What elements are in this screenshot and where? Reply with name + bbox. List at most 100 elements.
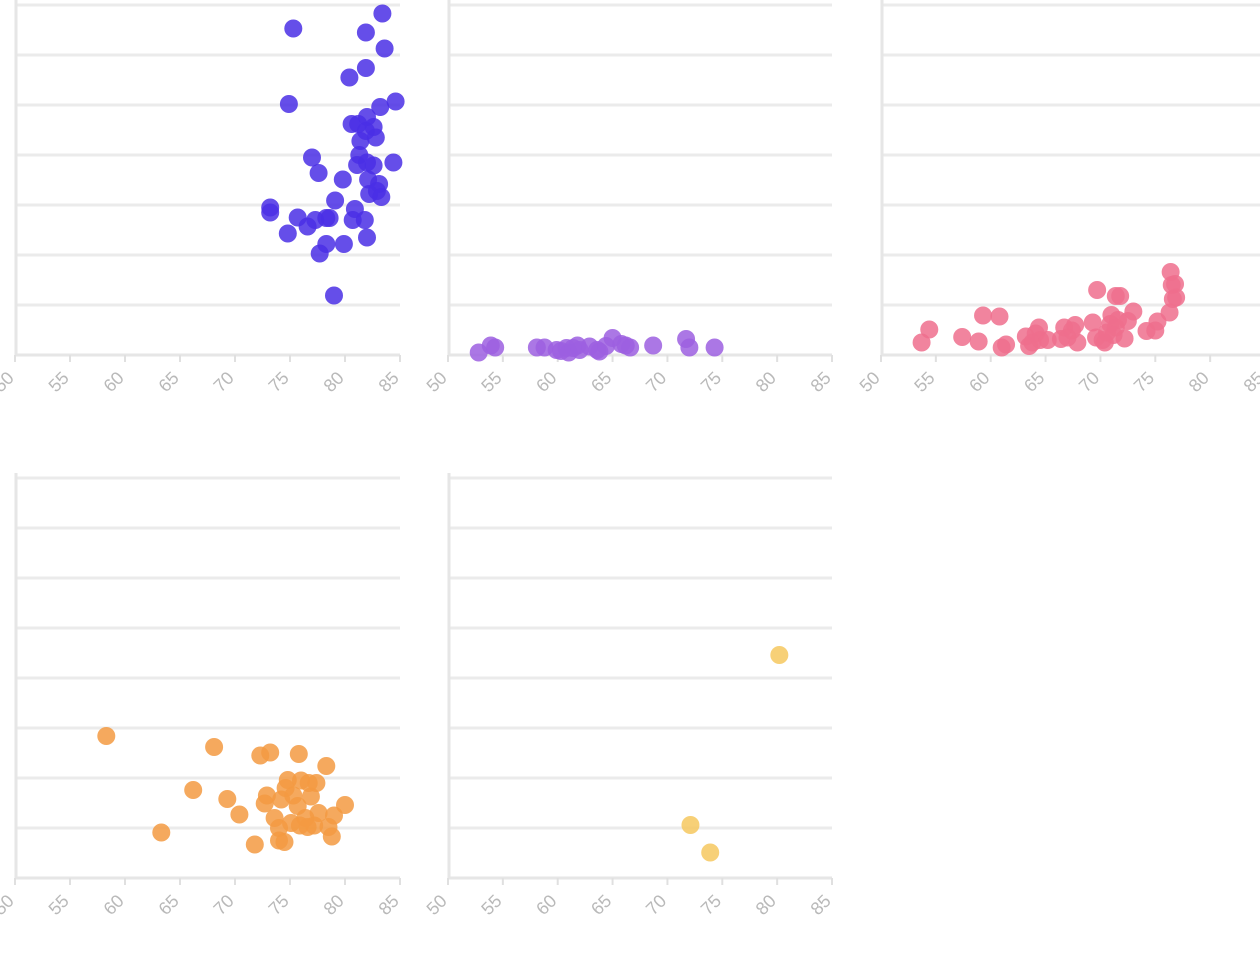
- scatter-point: [680, 338, 699, 357]
- scatter-point: [255, 794, 274, 813]
- scatter-point: [990, 307, 1009, 326]
- x-tick-label: 85: [375, 891, 403, 919]
- x-tick-label: 55: [477, 891, 505, 919]
- scatter-point: [770, 646, 789, 664]
- scatter-point: [278, 771, 297, 789]
- panel-blue-scatter: 50 55 60 65 70 75 80 85: [0, 0, 405, 396]
- scatter-point: [322, 827, 341, 846]
- scatter-point: [278, 224, 297, 243]
- x-tick-label: 70: [642, 891, 670, 919]
- x-tick-label: 50: [0, 891, 18, 919]
- x-tick-label: 50: [423, 368, 451, 396]
- scatter-point: [230, 805, 249, 824]
- x-tick-label: 85: [375, 368, 403, 396]
- scatter-point: [340, 68, 359, 87]
- x-tick-label: 60: [965, 368, 993, 396]
- x-tick-label: 50: [0, 368, 18, 396]
- scatter-point: [351, 132, 370, 150]
- scatter-point: [309, 164, 328, 182]
- scatter-point: [97, 727, 116, 745]
- x-tick-label: 65: [1020, 368, 1048, 396]
- x-tick-label: 65: [587, 891, 615, 919]
- scatter-point: [386, 92, 405, 111]
- scatter-point: [1038, 331, 1057, 349]
- scatter-point: [333, 170, 352, 189]
- x-tick-label: 70: [210, 368, 238, 396]
- x-tick-label: 70: [210, 891, 238, 919]
- scatter-point: [1160, 303, 1179, 322]
- scatter-point: [705, 338, 724, 357]
- scatter-point: [364, 156, 383, 175]
- x-tick-label: 75: [265, 891, 293, 919]
- scatter-point: [310, 244, 329, 263]
- scatter-point: [621, 338, 640, 357]
- scatter-point: [366, 128, 385, 147]
- scatter-point: [152, 823, 171, 842]
- x-tick-label: 50: [423, 891, 451, 919]
- scatter-point: [284, 19, 303, 38]
- x-tick-label: 85: [1240, 368, 1260, 396]
- scatter-point: [997, 335, 1016, 354]
- scatter-point: [326, 191, 345, 210]
- scatter-point: [373, 4, 392, 23]
- x-tick-label: 65: [587, 368, 615, 396]
- scatter-point: [953, 328, 972, 346]
- scatter-point: [1068, 333, 1087, 352]
- x-tick-label: 60: [532, 891, 560, 919]
- panel-yellow-scatter: 50 55 60 65 70 75 80 85: [423, 473, 835, 919]
- panel-purple-scatter: 50 55 60 65 70 75 80 85: [423, 0, 835, 396]
- x-tick-label: 65: [155, 891, 183, 919]
- x-tick-label: 60: [100, 368, 128, 396]
- scatter-point: [184, 781, 203, 799]
- x-tick-label: 70: [642, 368, 670, 396]
- x-tick-label: 60: [100, 891, 128, 919]
- x-tick-label: 55: [477, 368, 505, 396]
- scatter-point: [375, 39, 394, 58]
- x-tick-label: 55: [910, 368, 938, 396]
- scatter-point: [1088, 281, 1107, 299]
- x-tick-label: 75: [697, 368, 725, 396]
- scatter-point: [289, 745, 308, 763]
- scatter-point: [317, 757, 336, 775]
- x-tick-label: 80: [320, 368, 348, 396]
- scatter-point: [355, 211, 374, 229]
- scatter-point: [701, 843, 720, 862]
- x-tick-label: 75: [1130, 368, 1158, 396]
- scatter-point: [486, 338, 505, 357]
- scatter-point: [325, 286, 343, 305]
- x-tick-label: 70: [1075, 368, 1103, 396]
- x-tick-label: 80: [320, 891, 348, 919]
- scatter-point: [356, 23, 375, 42]
- scatter-point: [920, 320, 939, 339]
- scatter-point: [681, 816, 700, 834]
- x-tick-label: 85: [807, 368, 835, 396]
- scatter-point: [644, 336, 663, 355]
- x-tick-label: 80: [1185, 368, 1213, 396]
- scatter-point: [1163, 290, 1182, 308]
- scatter-point: [969, 332, 988, 351]
- x-tick-label: 60: [532, 368, 560, 396]
- scatter-point: [261, 203, 280, 222]
- scatter-point: [275, 833, 294, 851]
- x-tick-label: 75: [697, 891, 725, 919]
- x-tick-label: 65: [155, 368, 183, 396]
- scatter-point: [1115, 329, 1134, 348]
- panel-pink-scatter: 50 55 60 65 70 75 80 85: [856, 0, 1260, 396]
- scatter-point: [205, 738, 224, 756]
- x-tick-label: 85: [807, 891, 835, 919]
- x-tick-label: 75: [265, 368, 293, 396]
- scatter-point: [279, 95, 298, 113]
- scatter-point: [1111, 287, 1130, 305]
- scatter-point: [1083, 313, 1102, 332]
- scatter-point: [301, 787, 320, 806]
- scatter-point: [384, 153, 403, 172]
- x-tick-label: 55: [45, 891, 73, 919]
- scatter-point: [298, 217, 317, 236]
- scatter-point: [245, 835, 264, 854]
- scatter-point: [974, 306, 993, 325]
- scatter-point: [372, 188, 391, 206]
- x-tick-label: 80: [752, 368, 780, 396]
- scatter-point: [307, 774, 326, 792]
- panel-orange-scatter: 50 55 60 65 70 75 80 85: [0, 473, 403, 919]
